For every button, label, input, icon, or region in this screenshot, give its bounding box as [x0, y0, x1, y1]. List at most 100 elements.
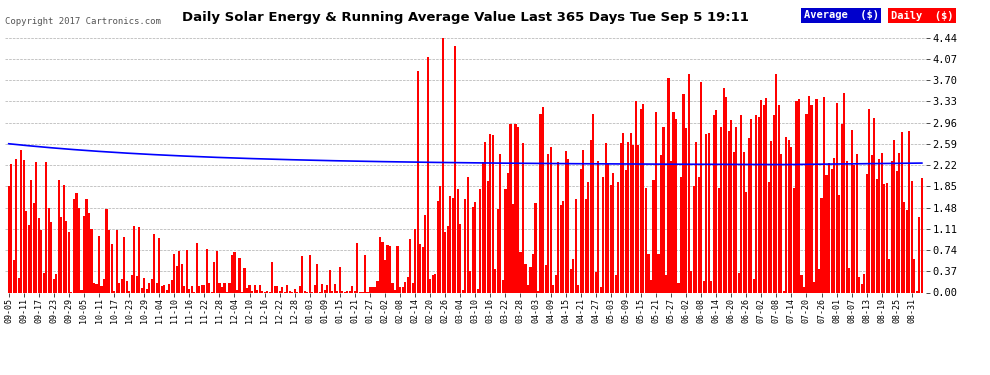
Bar: [643, 104, 644, 292]
Bar: [687, 74, 690, 292]
Bar: [540, 114, 542, 292]
Bar: [103, 279, 105, 292]
Bar: [146, 289, 148, 292]
Bar: [542, 107, 545, 292]
Bar: [391, 283, 394, 292]
Bar: [843, 93, 845, 292]
Bar: [590, 140, 592, 292]
Bar: [422, 247, 424, 292]
Bar: [316, 264, 319, 292]
Bar: [816, 99, 818, 292]
Bar: [672, 112, 674, 292]
Bar: [133, 226, 136, 292]
Bar: [98, 236, 100, 292]
Bar: [903, 202, 906, 292]
Bar: [181, 264, 183, 292]
Bar: [291, 291, 293, 292]
Bar: [690, 271, 692, 292]
Text: Average  (\$): Average (\$): [804, 10, 879, 21]
Bar: [409, 239, 411, 292]
Bar: [466, 177, 469, 292]
Bar: [602, 177, 604, 292]
Bar: [494, 269, 496, 292]
Bar: [419, 244, 421, 292]
Bar: [236, 290, 238, 292]
Bar: [489, 134, 491, 292]
Bar: [83, 216, 85, 292]
Bar: [196, 243, 198, 292]
Bar: [454, 45, 456, 292]
Bar: [512, 204, 514, 292]
Bar: [369, 287, 371, 292]
Bar: [708, 133, 710, 292]
Bar: [191, 286, 193, 292]
Bar: [123, 237, 125, 292]
Bar: [116, 230, 118, 292]
Bar: [562, 201, 564, 292]
Bar: [163, 285, 165, 292]
Bar: [339, 267, 341, 292]
Bar: [246, 288, 248, 292]
Bar: [18, 278, 20, 292]
Bar: [710, 280, 712, 292]
Bar: [8, 186, 10, 292]
Bar: [647, 254, 649, 292]
Bar: [28, 225, 30, 292]
Bar: [492, 135, 494, 292]
Bar: [100, 286, 103, 292]
Bar: [136, 276, 138, 292]
Bar: [680, 177, 682, 292]
Bar: [266, 291, 268, 292]
Bar: [803, 287, 805, 292]
Bar: [552, 285, 554, 292]
Bar: [855, 154, 857, 292]
Bar: [155, 283, 157, 292]
Bar: [351, 286, 353, 292]
Bar: [68, 232, 70, 292]
Bar: [459, 224, 461, 292]
Bar: [158, 238, 160, 292]
Bar: [93, 283, 95, 292]
Bar: [916, 291, 918, 292]
Bar: [20, 150, 23, 292]
Bar: [327, 285, 329, 292]
Bar: [770, 141, 772, 292]
Bar: [705, 134, 707, 292]
Bar: [919, 217, 921, 292]
Bar: [587, 182, 589, 292]
Bar: [868, 110, 870, 292]
Bar: [271, 262, 273, 292]
Bar: [41, 230, 43, 292]
Bar: [314, 285, 316, 292]
Bar: [547, 154, 549, 292]
Bar: [80, 290, 82, 292]
Bar: [499, 154, 502, 292]
Bar: [685, 128, 687, 292]
Bar: [278, 291, 281, 292]
Bar: [544, 265, 546, 292]
Bar: [445, 232, 446, 292]
Bar: [569, 269, 572, 292]
Bar: [472, 207, 474, 292]
Bar: [592, 114, 594, 292]
Bar: [253, 285, 255, 292]
Bar: [128, 291, 131, 292]
Bar: [329, 270, 331, 292]
Bar: [828, 163, 831, 292]
Bar: [836, 103, 838, 292]
Bar: [43, 273, 45, 292]
Bar: [675, 119, 677, 292]
Bar: [860, 284, 862, 292]
Bar: [371, 287, 373, 292]
Bar: [231, 255, 233, 292]
Bar: [407, 277, 409, 292]
Bar: [321, 284, 324, 292]
Bar: [286, 285, 288, 292]
Bar: [655, 112, 657, 292]
Bar: [141, 288, 143, 292]
Bar: [630, 133, 632, 292]
Bar: [36, 162, 38, 292]
Bar: [762, 105, 765, 292]
Bar: [216, 251, 218, 292]
Bar: [800, 275, 803, 292]
